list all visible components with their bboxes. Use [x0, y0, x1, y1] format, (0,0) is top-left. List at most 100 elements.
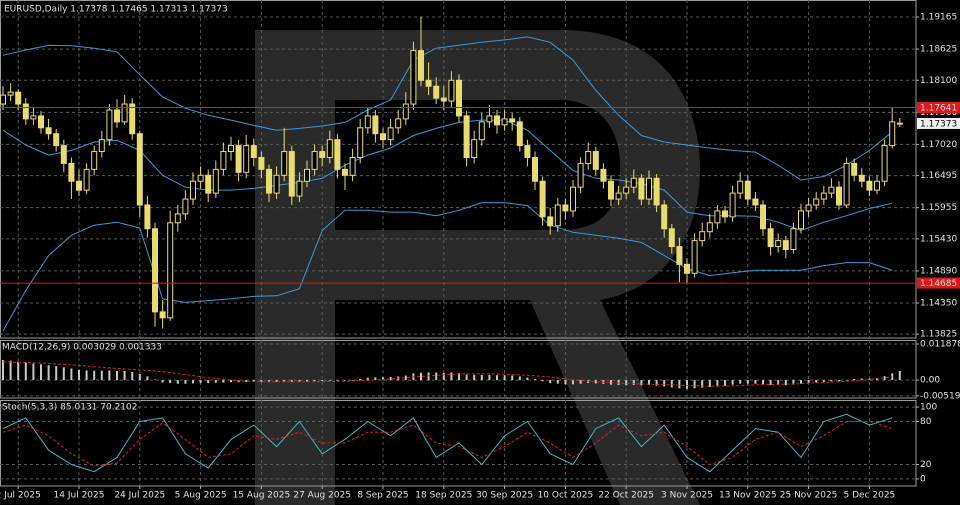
candle-body [691, 240, 698, 274]
macd-bar [663, 380, 666, 387]
macd-bar [351, 380, 354, 381]
candle-body [395, 118, 402, 129]
candle-body [554, 204, 561, 227]
indicator-line [2, 36, 893, 181]
candle-body [486, 115, 493, 123]
x-tick-label: 10 Oct 2025 [538, 491, 594, 501]
y-tick-label: 1.16495 [920, 171, 957, 181]
candle-body [478, 121, 485, 141]
candle-body [45, 127, 52, 135]
macd-bar [534, 379, 536, 381]
macd-bar [237, 380, 240, 383]
candle-body [281, 151, 288, 176]
candle-body [760, 204, 766, 230]
candle-body [798, 210, 804, 230]
candle-body [539, 180, 546, 218]
candle-body [790, 228, 797, 251]
macd-bar [572, 380, 574, 385]
macd-bar [298, 380, 301, 382]
macd-bar [693, 380, 696, 389]
macd-bar [359, 378, 362, 381]
macd-bar [176, 380, 179, 384]
macd-bar [404, 375, 407, 381]
macd-bar [541, 380, 544, 382]
macd-bar [860, 378, 863, 381]
candle-body [881, 145, 888, 182]
candle-body [714, 210, 721, 224]
macd-bar [344, 380, 346, 381]
x-tick-label: 27 Aug 2025 [293, 491, 351, 501]
macd-bar [435, 372, 438, 381]
macd-bar [184, 380, 187, 384]
macd-bar [868, 378, 871, 381]
candle-body [638, 177, 645, 200]
macd-bar [777, 380, 780, 385]
macd-bar [898, 370, 901, 381]
candle-body [729, 192, 736, 218]
macd-bar [503, 375, 506, 381]
y-tick-label: 1.13825 [920, 330, 957, 340]
candle-body [570, 186, 576, 212]
macd-bar [815, 380, 818, 383]
candle-body [744, 180, 751, 200]
candle-body [349, 156, 356, 176]
macd-bar [366, 377, 369, 381]
candle-body [501, 118, 508, 126]
candle-body [562, 204, 569, 212]
macd-bar [625, 380, 628, 386]
macd-bar [313, 380, 316, 382]
candle-body [60, 145, 67, 164]
panel-label: MACD(12,26,9) 0.003029 0.001333 [2, 343, 162, 353]
stoch-panel-frame [0, 400, 917, 487]
candle-body [440, 97, 447, 102]
indicator-line [2, 413, 893, 473]
macd-bar [252, 380, 255, 382]
macd-bar [199, 380, 202, 384]
candle-body [182, 198, 189, 215]
macd-bar [306, 380, 308, 382]
x-tick-label: 2 Jul 2025 [0, 491, 41, 501]
candle-body [767, 228, 774, 248]
y-tick-label: 1.18100 [920, 76, 957, 86]
macd-bar [480, 374, 483, 381]
candle-body [600, 168, 607, 182]
macd-bar [496, 375, 498, 381]
macd-bar [564, 380, 567, 385]
macd-bar [93, 370, 96, 381]
candle-body [68, 162, 75, 182]
indicator-line [2, 202, 893, 332]
macd-bar [420, 372, 422, 381]
candle-body [53, 133, 60, 147]
macd-bar [207, 380, 210, 384]
candle-body [813, 198, 820, 206]
candle-body [653, 177, 660, 206]
x-tick-label: 15 Aug 2025 [233, 491, 291, 501]
candle-body [516, 121, 523, 147]
candle-body [228, 145, 234, 153]
macd-bar [731, 380, 734, 385]
candle-body [326, 139, 333, 158]
y-tick-label: 80 [920, 417, 932, 427]
indicator-line [2, 421, 893, 467]
candle-body [577, 162, 584, 188]
candle-body [30, 115, 37, 120]
candle-body [448, 79, 455, 102]
macd-bar [321, 380, 324, 381]
candle-body [387, 127, 394, 141]
macd-bar [556, 380, 559, 384]
price-level-box [917, 102, 960, 114]
candle-body [273, 174, 280, 194]
x-tick-label: 24 Jul 2025 [114, 491, 165, 501]
macd-bar [754, 380, 757, 384]
y-tick-label: 1.18625 [920, 45, 957, 55]
x-tick-label: 3 Nov 2025 [661, 491, 713, 501]
candle-body [0, 94, 6, 105]
y-tick-label: 20 [920, 460, 932, 470]
macd-bar [883, 376, 886, 381]
candle-body [38, 115, 44, 129]
macd-bar [17, 361, 20, 381]
candle-body [615, 192, 622, 200]
macd-bar [169, 380, 172, 384]
candle-body [532, 156, 538, 182]
candle-body [425, 79, 432, 87]
